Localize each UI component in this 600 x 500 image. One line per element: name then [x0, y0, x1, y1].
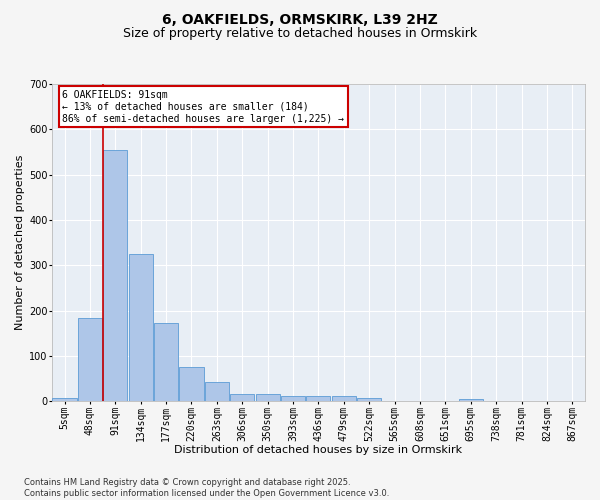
Text: 6 OAKFIELDS: 91sqm
← 13% of detached houses are smaller (184)
86% of semi-detach: 6 OAKFIELDS: 91sqm ← 13% of detached hou…	[62, 90, 344, 124]
Text: 6, OAKFIELDS, ORMSKIRK, L39 2HZ: 6, OAKFIELDS, ORMSKIRK, L39 2HZ	[162, 12, 438, 26]
Bar	[458, 399, 483, 402]
Bar	[205, 382, 229, 402]
Bar	[52, 398, 77, 402]
Bar	[332, 396, 356, 402]
Bar	[128, 254, 153, 402]
Bar	[154, 324, 178, 402]
Text: Size of property relative to detached houses in Ormskirk: Size of property relative to detached ho…	[123, 28, 477, 40]
Bar	[357, 398, 381, 402]
Bar	[307, 396, 331, 402]
Bar	[78, 318, 102, 402]
Bar	[281, 396, 305, 402]
Bar	[103, 150, 127, 402]
Y-axis label: Number of detached properties: Number of detached properties	[15, 155, 25, 330]
Bar	[230, 394, 254, 402]
Bar	[179, 366, 203, 402]
Bar	[256, 394, 280, 402]
X-axis label: Distribution of detached houses by size in Ormskirk: Distribution of detached houses by size …	[175, 445, 463, 455]
Text: Contains HM Land Registry data © Crown copyright and database right 2025.
Contai: Contains HM Land Registry data © Crown c…	[24, 478, 389, 498]
